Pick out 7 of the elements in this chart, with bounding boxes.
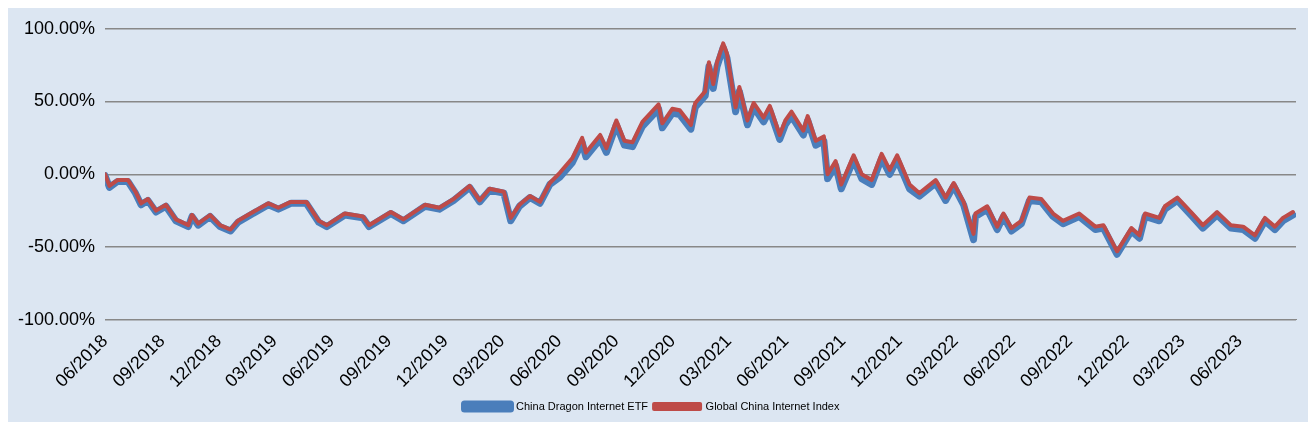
legend-label: China Dragon Internet ETF: [516, 399, 649, 412]
y-tick-label: 50.00%: [33, 90, 96, 111]
y-tick-label: 100.00%: [23, 17, 96, 38]
y-tick-label: 0.00%: [44, 163, 96, 184]
legend-label: Global China Internet Index: [705, 399, 840, 412]
y-tick-label: -50.00%: [28, 235, 96, 256]
y-tick-label: -100.00%: [17, 308, 96, 329]
